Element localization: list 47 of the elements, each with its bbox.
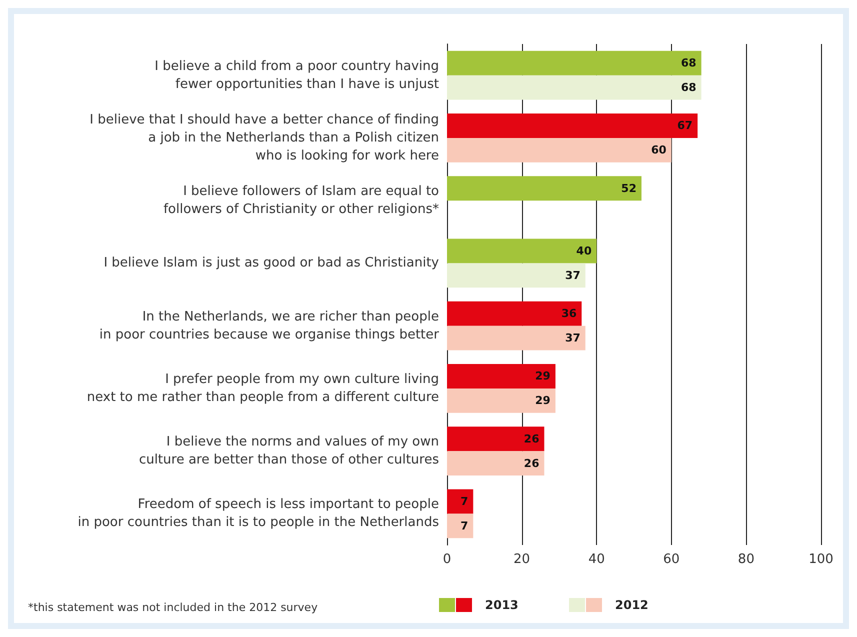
y-tick-label: I prefer people from my own culture living next to me rather than people from a different culture: [86, 372, 439, 405]
data-label: 68: [681, 81, 696, 94]
x-tick-label: 0: [442, 552, 452, 567]
y-tick-label: I believe Islam is just as good or bad as Christianity: [104, 256, 440, 271]
data-label: 37: [565, 332, 580, 345]
data-label: 7: [460, 494, 468, 508]
data-label: 26: [524, 432, 540, 446]
data-label: 52: [621, 182, 636, 195]
data-label: 60: [651, 144, 667, 157]
data-label: 37: [565, 268, 580, 282]
data-label: 29: [535, 370, 550, 383]
bar: [447, 301, 582, 326]
text: *this statement was not included in the 2012 survey: [28, 601, 318, 614]
bar: [447, 489, 474, 514]
data-label: 68: [681, 56, 696, 70]
bar: [447, 514, 474, 538]
data-label: 40: [576, 244, 592, 258]
legend-label: 2013: [485, 598, 518, 612]
data-label: 29: [535, 394, 550, 408]
bar: [447, 326, 586, 350]
bar: [447, 50, 702, 76]
bar: [447, 263, 586, 288]
bar: [447, 364, 556, 388]
bar: [447, 75, 702, 100]
y-tick-label: I believe a child from a poor country having fewer opportunities than I have is unjust: [154, 58, 439, 92]
bar: [447, 114, 698, 138]
data-label: 26: [524, 456, 540, 470]
x-tick-label: 60: [663, 552, 680, 567]
bar: [447, 388, 556, 413]
x-tick-label: 100: [808, 552, 834, 567]
bar: [447, 176, 642, 201]
y-tick-label: In the Netherlands, we are richer than people in poor countries because we organise things better: [99, 309, 440, 342]
bar: [447, 451, 544, 476]
bar: [447, 238, 597, 264]
bar: [447, 426, 544, 452]
y-tick-label: I believe followers of Islam are equal to followers of Christianity or other religions*: [163, 184, 440, 218]
x-tick-label: 80: [738, 552, 754, 567]
data-label: 67: [677, 119, 693, 132]
y-tick-label: I believe that I should have a better chance of finding a job in the Netherlands than a Polish citizen who is looking for work here: [90, 112, 439, 164]
legend-label: 2012: [615, 598, 648, 612]
bar: [447, 138, 672, 162]
data-label: 7: [460, 519, 468, 532]
x-tick-label: 40: [588, 552, 605, 567]
x-tick-label: 20: [514, 552, 530, 567]
y-tick-label: I believe the norms and values of my own culture are better than those of other cultures: [138, 434, 440, 468]
y-tick-label: Freedom of speech is less important to people in poor countries than it is to people in the Netherlands: [78, 497, 440, 530]
data-label: 36: [561, 307, 577, 320]
